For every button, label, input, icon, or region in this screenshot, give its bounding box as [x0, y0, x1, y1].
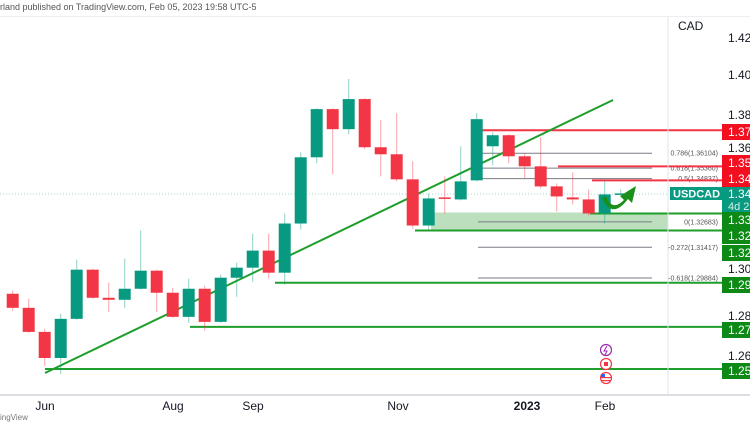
- candle-bullish: [310, 109, 323, 158]
- candle-bearish: [550, 186, 563, 197]
- candle-bullish: [54, 318, 67, 358]
- price-level-badge[interactable]: [722, 124, 750, 140]
- fib-level-label: 0.786(1.36104): [671, 151, 718, 158]
- candle-bearish: [38, 331, 51, 358]
- flag-canton: [601, 374, 605, 377]
- price-tick-label: 1.38: [728, 108, 750, 122]
- tradingview-logo: ingView: [0, 413, 28, 422]
- uptrend-line[interactable]: [44, 99, 614, 374]
- price-level-badge-label: 1.25: [728, 364, 750, 378]
- candle-bearish: [150, 270, 163, 293]
- time-tick-label: Nov: [387, 399, 408, 413]
- candle-bearish: [326, 109, 339, 130]
- candle-bearish: [390, 154, 403, 180]
- price-tick-label: 1.30: [728, 262, 750, 276]
- candle-bearish: [438, 197, 451, 199]
- candle-bearish: [406, 179, 419, 226]
- price-tick-label: 1.28: [728, 309, 750, 323]
- candle-bullish: [422, 198, 435, 226]
- candle-bearish: [166, 292, 179, 317]
- price-tick-label: 1.36: [728, 141, 750, 155]
- fib-level-label: 0(1.32683): [684, 219, 718, 226]
- price-level-badge-label: 1.27: [728, 323, 750, 337]
- curved-arrow-icon: [602, 186, 636, 210]
- candle-bullish: [278, 223, 291, 273]
- candle-bearish: [374, 147, 387, 155]
- candle-bullish: [214, 277, 227, 322]
- candle-bullish: [134, 270, 147, 289]
- publish-info: rland published on TradingView.com, Feb …: [0, 2, 257, 12]
- plot-area[interactable]: [0, 17, 668, 395]
- candle-bearish: [22, 307, 35, 332]
- candle-bullish: [470, 119, 483, 181]
- candle-bearish: [198, 288, 211, 322]
- candle-bearish: [358, 99, 371, 148]
- candle-bearish: [502, 135, 515, 157]
- price-level-badge[interactable]: [722, 245, 750, 261]
- price-level-badge-label: 1.37: [728, 125, 750, 139]
- candle-bearish: [566, 197, 579, 200]
- candle-bearish: [6, 293, 19, 308]
- price-tick-label: 1.42: [728, 31, 750, 45]
- flag-stripe: [601, 377, 611, 379]
- flag-stripe: [601, 380, 611, 382]
- price-tick-label: 1.26: [728, 349, 750, 363]
- candle-bullish: [70, 269, 83, 319]
- bar-countdown: 4d 2: [728, 201, 749, 213]
- candle-bearish: [86, 269, 99, 298]
- candle-bearish: [102, 297, 115, 300]
- lightning-glyph: [603, 345, 608, 356]
- candle-bullish: [342, 99, 355, 130]
- price-level-badge-label: 1.33: [728, 213, 750, 227]
- symbol-badge[interactable]: [670, 187, 722, 200]
- fib-level-label: 0.618(1.35360): [671, 166, 718, 173]
- candle-bullish: [182, 288, 195, 317]
- price-level-badge[interactable]: [722, 171, 750, 187]
- price-level-badge-label: 1.32: [728, 229, 750, 243]
- candle-bearish: [262, 250, 275, 273]
- candle-bullish: [486, 135, 499, 147]
- price-level-badge[interactable]: [722, 228, 750, 244]
- price-level-badge-label: 1.35: [728, 156, 750, 170]
- price-level-badge[interactable]: [722, 322, 750, 338]
- current-price-badge[interactable]: [722, 187, 750, 212]
- price-axis-currency: CAD: [678, 19, 704, 33]
- fib-level-label: -0.618(1.29884): [668, 276, 718, 283]
- candle-bearish: [534, 166, 547, 187]
- candle-bearish: [582, 199, 595, 214]
- maple-leaf-glyph: [604, 362, 608, 366]
- candle-bullish: [614, 193, 627, 195]
- price-level-badge[interactable]: [722, 155, 750, 171]
- candle-bullish: [598, 194, 611, 214]
- time-tick-label: Jun: [35, 399, 54, 413]
- lightning-icon[interactable]: [599, 343, 613, 357]
- price-level-badge[interactable]: [722, 277, 750, 293]
- time-tick-label: 2023: [514, 399, 541, 413]
- price-level-badge-label: 1.29: [728, 278, 750, 292]
- price-level-badge[interactable]: [722, 363, 750, 379]
- time-tick-label: Sep: [242, 399, 264, 413]
- header-divider: [0, 16, 750, 17]
- candle-bullish: [246, 250, 259, 268]
- candle-bullish: [118, 288, 131, 300]
- price-tick-label: 1.40: [728, 68, 750, 82]
- candle-bearish: [518, 156, 531, 167]
- time-tick-label: Aug: [162, 399, 183, 413]
- candle-bullish: [294, 157, 307, 224]
- price-level-badge-label: 1.34: [728, 172, 750, 186]
- time-tick-label: Feb: [595, 399, 616, 413]
- candle-bullish: [230, 267, 243, 278]
- current-price: 1.34: [728, 187, 750, 201]
- price-level-badge-label: 1.32: [728, 246, 750, 260]
- fib-level-label: -0.272(1.31417): [668, 245, 718, 252]
- candle-bullish: [454, 181, 467, 200]
- symbol-name: USDCAD: [673, 189, 720, 201]
- price-level-badge[interactable]: [722, 212, 750, 228]
